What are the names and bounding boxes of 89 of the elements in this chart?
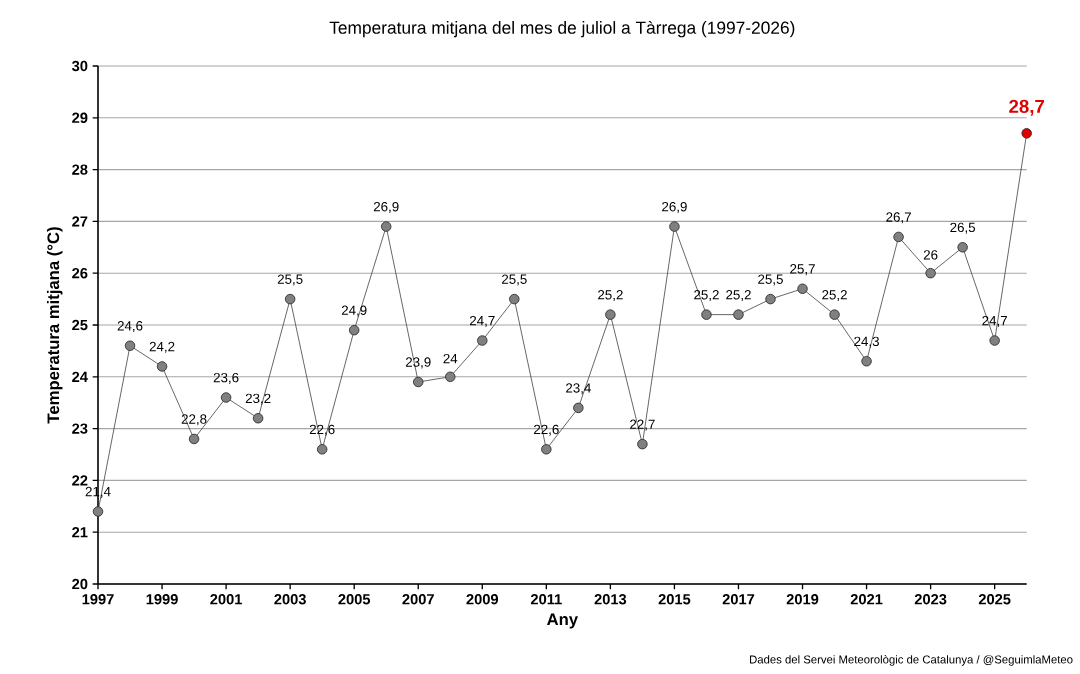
y-tick-label: 23 <box>72 423 88 434</box>
point <box>156 361 168 372</box>
point <box>605 309 616 320</box>
point <box>220 392 232 403</box>
data-label: 24,6 <box>117 321 143 333</box>
data-label: 22,6 <box>534 424 559 436</box>
point <box>413 376 424 388</box>
point <box>861 356 872 367</box>
point <box>637 438 648 450</box>
point <box>124 340 136 351</box>
x-tick-label: 1997 <box>82 594 114 605</box>
x-tick-label: 2023 <box>914 594 947 605</box>
data-label: 25,2 <box>598 290 623 302</box>
point <box>1021 128 1032 139</box>
x-tick-label: 2007 <box>402 594 434 605</box>
point <box>541 444 552 455</box>
point <box>925 267 936 279</box>
point <box>252 413 264 424</box>
point <box>733 309 744 320</box>
data-label: 24,7 <box>469 315 495 327</box>
x-tick-label: 2017 <box>722 594 755 605</box>
x-tick-label: 2019 <box>786 594 819 605</box>
point <box>893 231 904 243</box>
data-label: 28,7 <box>1009 99 1045 116</box>
point <box>989 335 1000 346</box>
data-label: 25,7 <box>790 264 815 276</box>
point <box>445 371 456 382</box>
point <box>573 402 584 414</box>
y-tick-label: 28 <box>72 164 88 175</box>
point <box>829 309 840 320</box>
y-axis-title: Temperatura mitjana (°C) <box>46 227 63 424</box>
data-label: 26,9 <box>373 201 399 213</box>
data-label: 25,2 <box>694 290 719 302</box>
point <box>92 506 104 517</box>
x-tick-label: 1999 <box>146 594 178 605</box>
y-tick-label: 22 <box>72 475 88 486</box>
point <box>284 293 296 305</box>
x-tick-label: 2013 <box>594 594 627 605</box>
data-label: 26 <box>923 250 938 260</box>
data-label: 22,6 <box>309 424 335 436</box>
data-label: 24,9 <box>341 305 367 317</box>
data-label: 23,6 <box>213 372 239 384</box>
y-tick-label: 24 <box>72 371 88 382</box>
x-tick-label: 2025 <box>978 594 1011 605</box>
data-label: 26,7 <box>886 212 911 224</box>
point <box>381 221 392 232</box>
data-label: 25,2 <box>726 290 751 302</box>
chart-title: Temperatura mitjana del mes de juliol a Tàrrega (1997-2026) <box>329 20 795 38</box>
point <box>316 444 328 455</box>
x-tick-label: 2015 <box>658 594 691 605</box>
data-label: 26,5 <box>950 222 976 234</box>
data-label: 22,8 <box>181 414 207 426</box>
y-tick-label: 29 <box>72 112 88 123</box>
point <box>509 293 520 305</box>
data-label: 22,7 <box>630 419 655 431</box>
point <box>188 433 200 445</box>
y-tick-label: 21 <box>72 527 88 538</box>
text: Dades del Servei Meteorològic de Catalunya / @SeguimlaMeteo <box>750 655 1073 666</box>
data-label: 23,2 <box>245 393 271 405</box>
data-label: 25,5 <box>502 274 527 286</box>
data-label: 24 <box>443 353 458 364</box>
point <box>348 324 360 336</box>
data-label: 26,9 <box>662 201 687 213</box>
point <box>957 242 968 253</box>
y-tick-label: 20 <box>72 578 88 590</box>
y-tick-label: 30 <box>71 60 88 72</box>
data-label: 23,9 <box>405 357 431 369</box>
data-label: 25,2 <box>822 290 847 302</box>
y-tick-label: 27 <box>72 216 88 227</box>
point <box>701 309 712 320</box>
x-tick-label: 2003 <box>274 594 306 605</box>
data-label: 25,5 <box>758 274 783 286</box>
point <box>797 283 808 294</box>
x-tick-label: 2005 <box>338 594 371 605</box>
x-tick-label: 2011 <box>530 594 562 605</box>
y-tick-label: 26 <box>72 268 88 279</box>
data-label: 24,2 <box>149 341 175 353</box>
data-label: 23,4 <box>566 383 591 395</box>
point <box>669 221 680 232</box>
x-tick-label: 2001 <box>210 594 242 605</box>
point <box>477 335 488 346</box>
x-axis-title: Any <box>547 613 578 629</box>
data-label: 24,3 <box>854 336 879 348</box>
data-label: 25,5 <box>277 274 303 286</box>
data-label: 24,7 <box>982 315 1007 327</box>
y-tick-label: 25 <box>72 319 88 331</box>
point <box>765 293 776 305</box>
x-tick-label: 2021 <box>850 594 883 605</box>
x-tick-label: 2009 <box>466 594 499 605</box>
